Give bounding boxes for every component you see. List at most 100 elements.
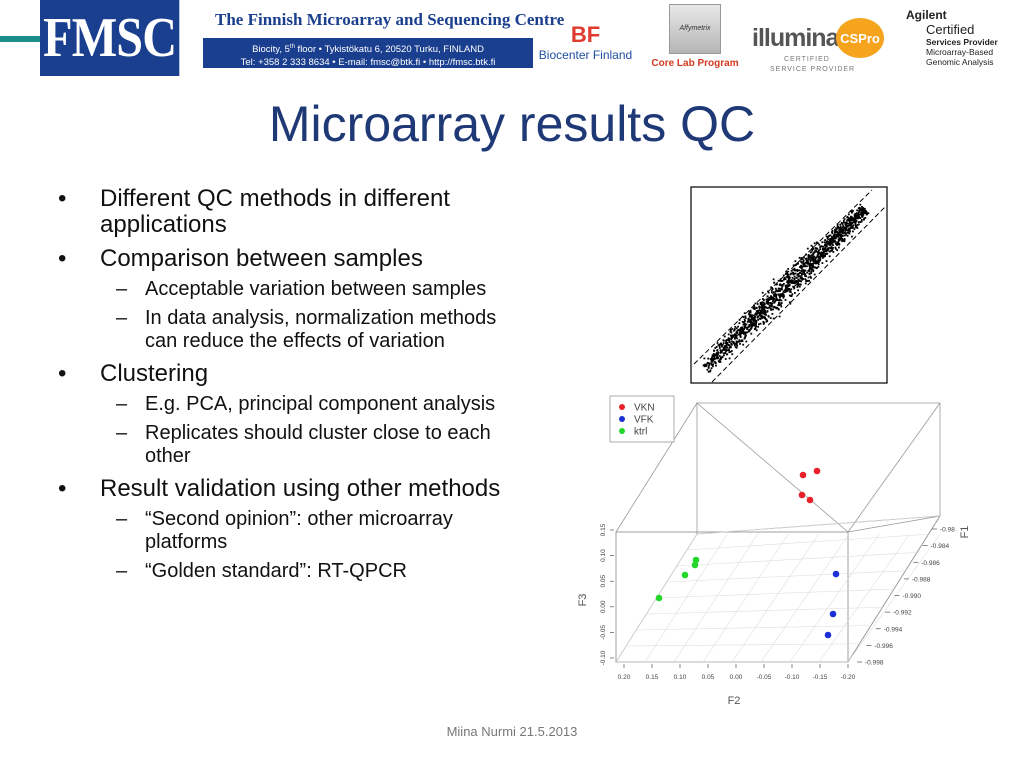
pca-x-tick-label: -0.20 <box>841 674 856 681</box>
scatter-point <box>727 338 730 341</box>
scatter-point <box>842 224 845 227</box>
scatter-point <box>834 246 837 249</box>
scatter-point <box>764 316 766 319</box>
scatter-point <box>796 283 798 285</box>
scatter-point <box>710 367 713 370</box>
sub-bullet-second-opinion: “Second opinion”: other microarray platf… <box>58 508 528 554</box>
scatter-point <box>717 351 720 354</box>
scatter-point <box>835 231 838 234</box>
scatter-point <box>781 293 784 296</box>
scatter-point <box>742 328 744 331</box>
scatter-point <box>707 367 710 369</box>
scatter-point <box>818 243 821 246</box>
scatter-point <box>738 331 741 334</box>
scatter-point <box>846 219 849 222</box>
scatter-point <box>789 290 791 293</box>
scatter-point <box>803 270 805 273</box>
scatter-point <box>852 218 855 221</box>
scatter-point <box>822 245 825 248</box>
scatter-point <box>780 299 783 302</box>
scatter-point <box>816 254 819 257</box>
scatter-point <box>728 357 731 360</box>
scatter-point <box>775 296 778 299</box>
scatter-point <box>755 325 757 328</box>
pca-edge-3 <box>847 402 941 533</box>
centre-address: Biocity, 5th floor • Tykistökatu 6, 2052… <box>203 38 533 68</box>
scatter-point <box>810 264 812 267</box>
pca-z-tick-label: -0.992 <box>893 610 912 617</box>
scatter-point <box>740 327 742 329</box>
scatter-point <box>847 217 850 219</box>
scatter-point <box>864 217 867 219</box>
scatter-point <box>725 342 727 345</box>
scatter-point <box>793 280 796 283</box>
scatter-point <box>794 264 797 266</box>
scatter-point <box>729 346 732 349</box>
scatter-point <box>856 215 859 217</box>
scatter-point <box>815 262 818 265</box>
scatter-point <box>767 301 769 304</box>
pca-z-tick-label: -0.996 <box>874 643 893 650</box>
scatter-point <box>766 307 769 310</box>
scatter-point <box>789 280 792 283</box>
pca-grid-line <box>644 533 728 663</box>
scatter-point <box>795 281 798 283</box>
scatter-point <box>754 328 756 330</box>
scatter-point <box>799 275 802 278</box>
scatter-point <box>782 292 784 295</box>
scatter-point <box>754 316 756 319</box>
scatter-point <box>717 360 720 362</box>
scatter-point <box>798 285 801 288</box>
pca-point-vfk <box>829 610 837 618</box>
pca-x-tick-label: 0.00 <box>730 674 743 681</box>
scatter-point <box>810 254 813 257</box>
scatter-point <box>809 258 812 260</box>
slide-title: Microarray results QC <box>268 96 756 152</box>
scatter-point <box>713 357 715 360</box>
scatter-point <box>757 325 759 328</box>
scatter-point <box>758 307 761 310</box>
scatter-point <box>810 244 813 247</box>
scatter-point <box>800 264 803 267</box>
scatter-point <box>723 347 726 350</box>
illumina-word: illumina <box>752 24 839 52</box>
scatter-point <box>730 350 733 352</box>
scatter-point <box>711 364 713 366</box>
scatter-point <box>797 275 800 278</box>
scatter-point <box>812 256 814 258</box>
scatter-point <box>757 319 759 321</box>
scatter-point <box>723 354 725 357</box>
pca-z-tick-label: -0.990 <box>903 593 922 600</box>
scatter-point <box>853 228 856 230</box>
scatter-point <box>713 356 716 358</box>
scatter-point <box>843 221 845 224</box>
scatter-point <box>826 252 829 255</box>
scatter-point <box>777 290 779 293</box>
scatter-point <box>828 255 831 258</box>
scatter-point <box>834 228 836 231</box>
scatter-point <box>809 256 812 259</box>
scatter-point <box>760 302 763 305</box>
scatter-point <box>860 219 863 221</box>
scatter-point <box>850 224 852 227</box>
scatter-point <box>785 290 788 293</box>
scatter-point <box>739 336 742 338</box>
scatter-point <box>776 298 779 301</box>
scatter-point <box>770 296 772 299</box>
scatter-point <box>741 326 744 329</box>
scatter-point <box>817 263 820 266</box>
scatter-point <box>862 210 865 213</box>
scatter-point <box>705 365 708 367</box>
scatter-point <box>825 241 828 244</box>
pca-axis-label-f2: F2 <box>728 695 741 707</box>
pca-point-vfk <box>824 631 832 639</box>
scatter-point <box>728 351 731 354</box>
agilent-line-4: Microarray-Based <box>926 47 994 57</box>
scatter-point <box>835 247 837 250</box>
scatter-point <box>798 283 801 286</box>
scatter-point <box>860 213 863 215</box>
scatter-point <box>800 280 802 283</box>
scatter-point <box>762 309 764 311</box>
scatter-point <box>803 269 805 272</box>
scatter-point <box>721 343 724 346</box>
